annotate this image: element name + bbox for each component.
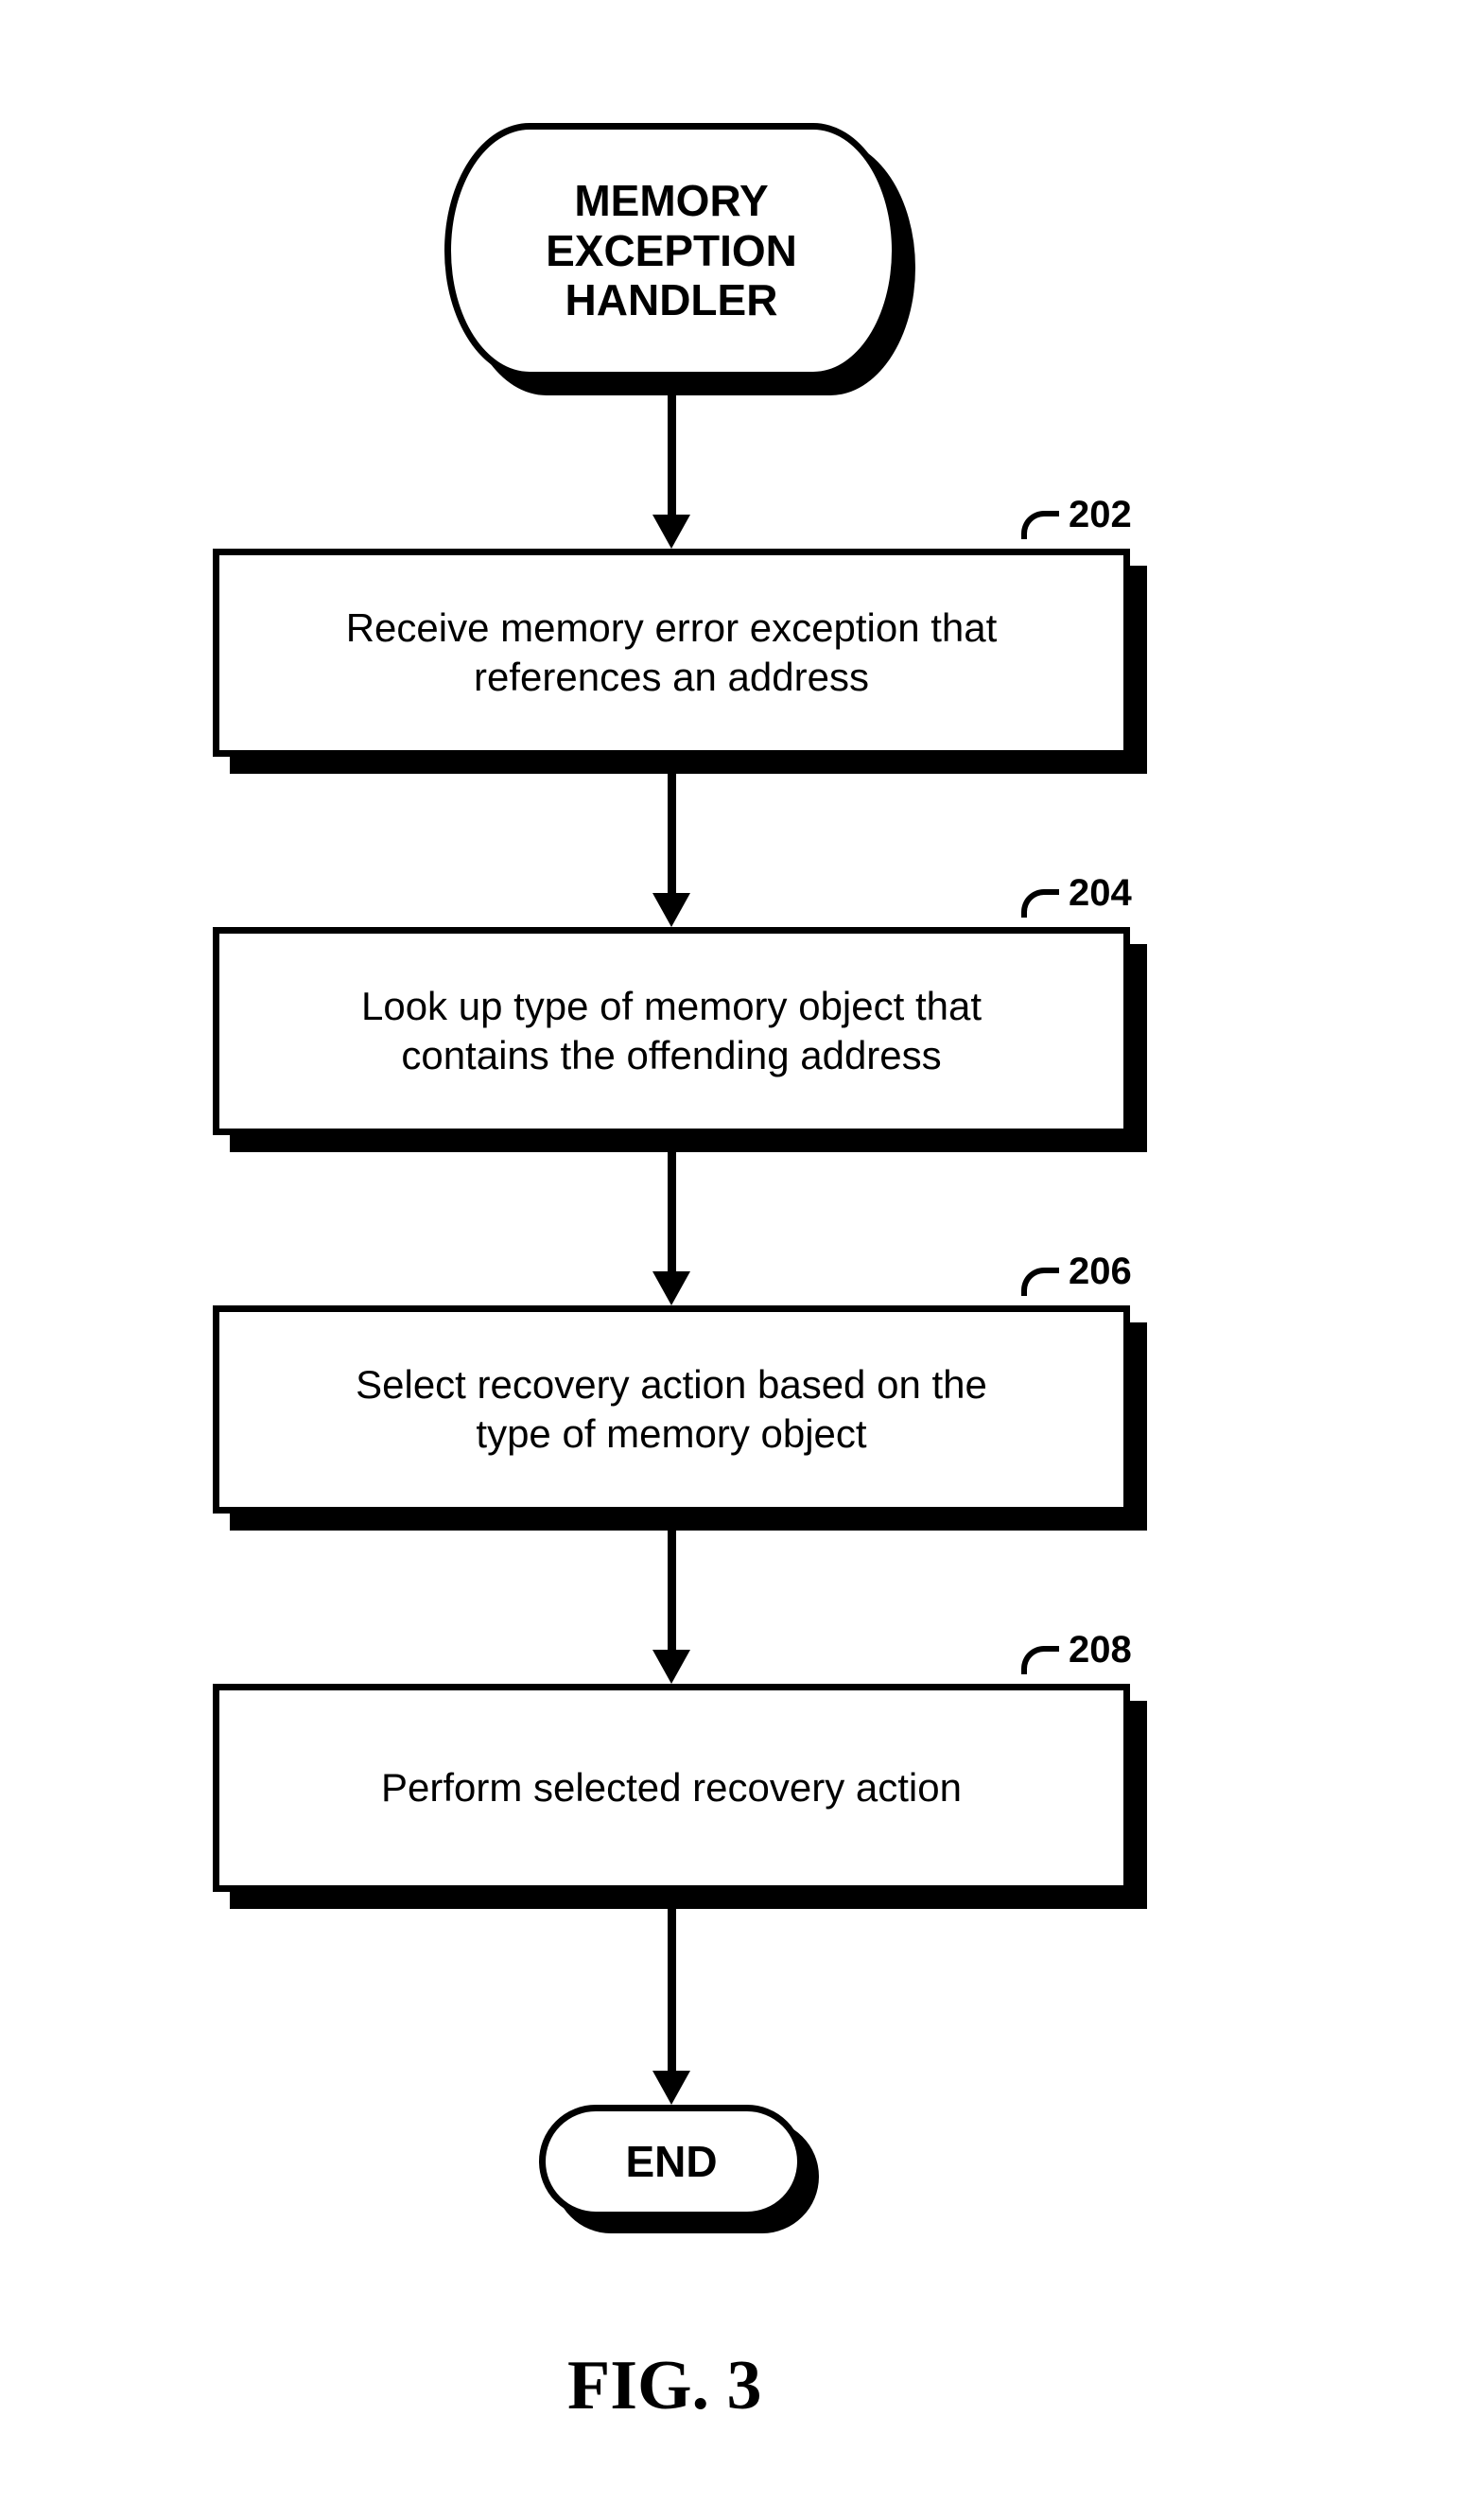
end-label: END bbox=[625, 2136, 717, 2187]
ref-label-204: 204 bbox=[1069, 872, 1132, 915]
edge-202-204 bbox=[668, 774, 676, 893]
figure-caption: FIG. 3 bbox=[567, 2346, 762, 2426]
ref-hook-208 bbox=[1021, 1646, 1059, 1674]
step208-process: Perform selected recovery action bbox=[213, 1684, 1130, 1892]
edge-204-206-head bbox=[652, 1271, 690, 1305]
edge-start-202 bbox=[668, 395, 676, 515]
ref-hook-206 bbox=[1021, 1268, 1059, 1296]
ref-label-202: 202 bbox=[1069, 494, 1132, 536]
step202-process: Receive memory error exception that refe… bbox=[213, 549, 1130, 757]
edge-start-202-head bbox=[652, 515, 690, 549]
step204-text: Look up type of memory object that conta… bbox=[361, 982, 982, 1081]
ref-label-208: 208 bbox=[1069, 1629, 1132, 1671]
edge-204-206 bbox=[668, 1152, 676, 1271]
edge-208-end bbox=[668, 1909, 676, 2071]
edge-202-204-head bbox=[652, 893, 690, 927]
ref-hook-204 bbox=[1021, 889, 1059, 918]
edge-208-end-head bbox=[652, 2071, 690, 2105]
step206-process: Select recovery action based on the type… bbox=[213, 1305, 1130, 1514]
step206-text: Select recovery action based on the type… bbox=[356, 1360, 987, 1460]
step208-text: Perform selected recovery action bbox=[381, 1763, 962, 1813]
start-terminator: MEMORY EXCEPTION HANDLER bbox=[444, 123, 898, 378]
flowchart-canvas: MEMORY EXCEPTION HANDLER 202 Receive mem… bbox=[0, 0, 1461, 2520]
step202-text: Receive memory error exception that refe… bbox=[346, 604, 998, 703]
ref-label-206: 206 bbox=[1069, 1251, 1132, 1293]
edge-206-208-head bbox=[652, 1650, 690, 1684]
edge-206-208 bbox=[668, 1531, 676, 1650]
ref-hook-202 bbox=[1021, 511, 1059, 539]
end-terminator: END bbox=[539, 2105, 804, 2218]
start-label: MEMORY EXCEPTION HANDLER bbox=[546, 176, 797, 326]
step204-process: Look up type of memory object that conta… bbox=[213, 927, 1130, 1135]
